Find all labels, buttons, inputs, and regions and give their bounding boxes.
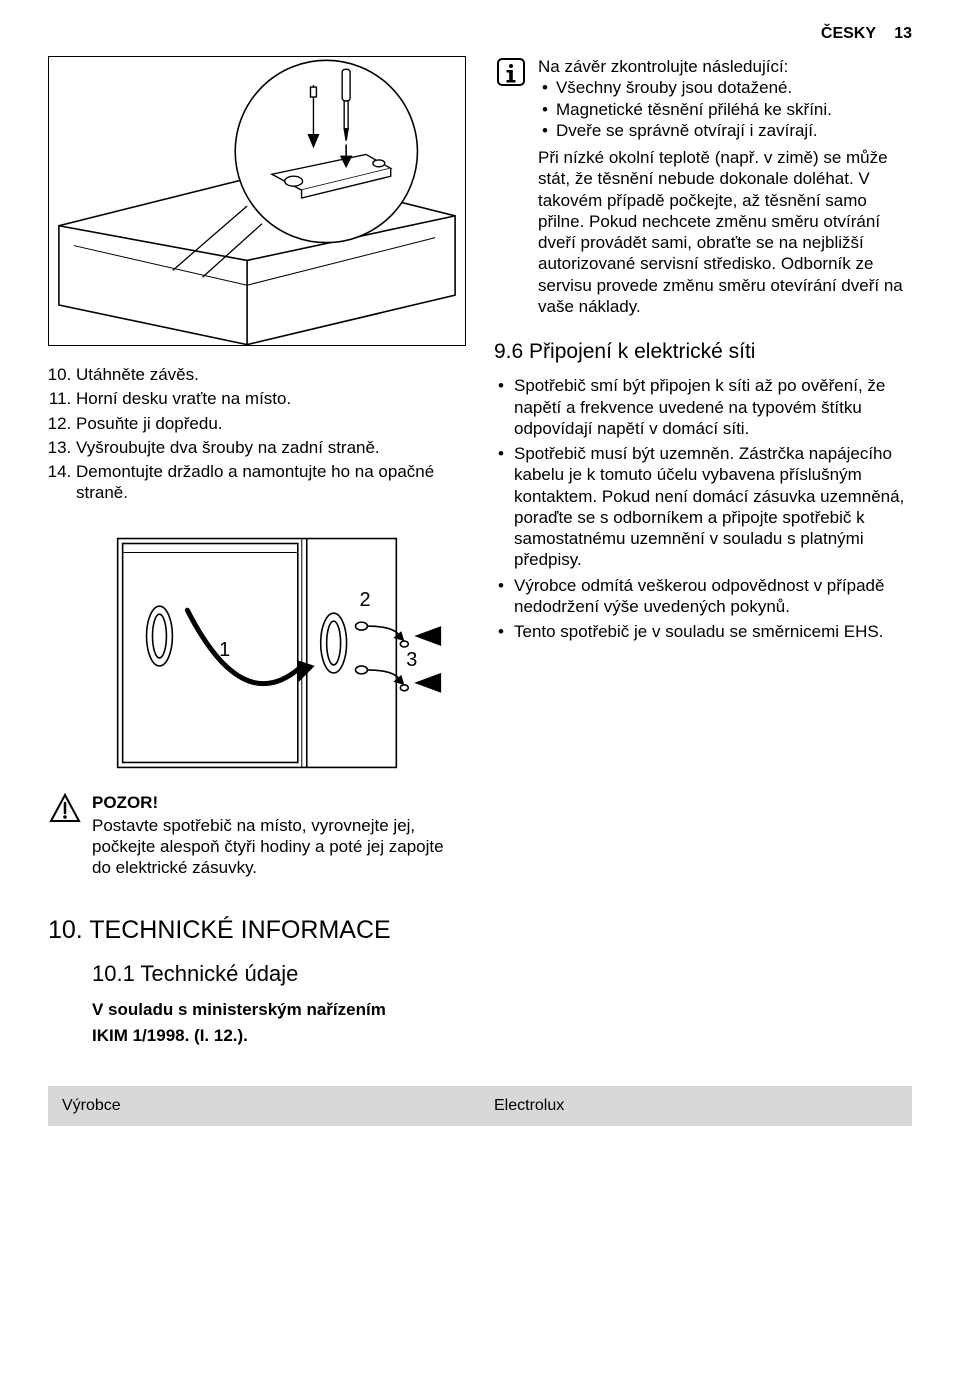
regulation-line-1: V souladu s ministerským nařízením xyxy=(92,999,912,1020)
step-list: Utáhněte závěs. Horní desku vraťte na mí… xyxy=(48,364,466,504)
list-item: Spotřebič smí být připojen k síti až po … xyxy=(494,375,912,439)
figure-hinge-screw xyxy=(48,56,466,346)
info-block: Na závěr zkontrolujte následující: Všech… xyxy=(494,56,912,327)
section-10-1-text: Technické údaje xyxy=(141,961,299,986)
warning-block: POZOR! Postavte spotřebič na místo, vyro… xyxy=(48,792,466,879)
left-column: Utáhněte závěs. Horní desku vraťte na mí… xyxy=(48,56,466,891)
list-item: Tento spotřebič je v souladu se směrnice… xyxy=(494,621,912,642)
section-10-1-title: 10.1 Technické údaje xyxy=(92,960,912,988)
figure2-label-1: 1 xyxy=(219,638,230,660)
section-10-title: 10. TECHNICKÉ INFORMACE xyxy=(48,915,912,946)
step-14: Demontujte držadlo a namontujte ho na op… xyxy=(76,461,466,504)
spec-table: Výrobce Electrolux xyxy=(48,1086,912,1126)
table-row: Výrobce Electrolux xyxy=(48,1086,912,1126)
spec-value: Electrolux xyxy=(480,1086,912,1126)
warning-body: Postavte spotřebič na místo, vyrovnejte … xyxy=(92,815,466,879)
section-9-6-num: 9.6 xyxy=(494,340,523,363)
info-bullet: Magnetické těsnění přiléhá ke skříni. xyxy=(538,99,912,120)
section-10-1-num: 10.1 xyxy=(92,961,135,986)
section-9-6-title: 9.6 Připojení k elektrické síti xyxy=(494,339,912,365)
info-bullets: Všechny šrouby jsou dotažené. Magnetické… xyxy=(538,77,912,141)
page-header: ČESKY 13 xyxy=(48,24,912,44)
warning-title: POZOR! xyxy=(92,792,466,813)
info-bullet: Všechny šrouby jsou dotažené. xyxy=(538,77,912,98)
figure2-label-3: 3 xyxy=(406,648,417,670)
list-item: Výrobce odmítá veškerou odpovědnost v př… xyxy=(494,575,912,618)
section-9-6-text: Připojení k elektrické síti xyxy=(529,340,755,363)
info-bullet: Dveře se správně otvírají i zavírají. xyxy=(538,120,912,141)
info-lead: Na závěr zkontrolujte následující: xyxy=(538,56,912,77)
info-runon: Při nízké okolní teplotě (např. v zimě) … xyxy=(538,147,912,317)
right-column: Na závěr zkontrolujte následující: Všech… xyxy=(494,56,912,891)
figure2-label-2: 2 xyxy=(360,589,371,611)
step-13: Vyšroubujte dva šrouby na zadní straně. xyxy=(76,437,466,458)
section-10-num: 10. xyxy=(48,916,83,944)
section-9-6-list: Spotřebič smí být připojen k síti až po … xyxy=(494,375,912,642)
spec-key: Výrobce xyxy=(48,1086,480,1126)
step-12: Posuňte ji dopředu. xyxy=(76,413,466,434)
list-item: Spotřebič musí být uzemněn. Zástrčka nap… xyxy=(494,443,912,571)
figure-handle-screws: 1 2 3 xyxy=(48,518,466,778)
info-icon xyxy=(494,56,528,327)
lang-label: ČESKY xyxy=(821,25,876,42)
section-10-text: TECHNICKÉ INFORMACE xyxy=(89,916,390,944)
step-10: Utáhněte závěs. xyxy=(76,364,466,385)
step-11: Horní desku vraťte na místo. xyxy=(76,388,466,409)
page-number: 13 xyxy=(894,25,912,42)
warning-icon xyxy=(48,792,82,879)
regulation-line-2: IKIM 1/1998. (I. 12.). xyxy=(92,1025,912,1046)
